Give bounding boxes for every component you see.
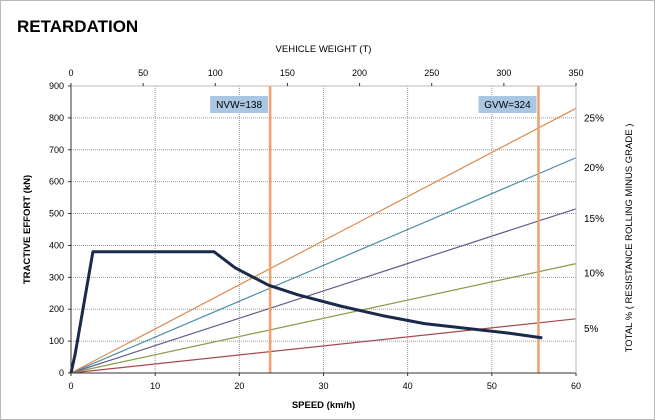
effort-curve bbox=[69, 250, 543, 374]
x-tick-label: 30 bbox=[318, 381, 328, 391]
axes bbox=[68, 83, 577, 376]
x-tick-label: 20 bbox=[234, 381, 244, 391]
top-x-tick-label: 150 bbox=[280, 68, 295, 78]
plot-area bbox=[69, 86, 577, 374]
weight-marker-label: NVW=138 bbox=[216, 100, 262, 111]
weight-marker-label: GVW=324 bbox=[484, 100, 531, 111]
y-tick-label: 600 bbox=[49, 177, 64, 187]
y-tick-label: 500 bbox=[49, 209, 64, 219]
weight-marker-box bbox=[478, 96, 537, 113]
labels: NVW=138 GVW=32401002003004005006007008009… bbox=[22, 44, 635, 411]
weight-marker-box bbox=[210, 96, 269, 113]
x-tick-label: 50 bbox=[487, 381, 497, 391]
x-axis-title: SPEED (km/h) bbox=[292, 400, 355, 411]
y-tick-label: 900 bbox=[49, 81, 64, 91]
top-x-tick-label: 50 bbox=[138, 68, 148, 78]
top-axis-title: VEHICLE WEIGHT (T) bbox=[276, 44, 372, 55]
x-tick-label: 10 bbox=[150, 381, 160, 391]
grade-line-25pct bbox=[70, 107, 577, 374]
y-tick-label: 100 bbox=[49, 336, 64, 346]
y-tick-label: 0 bbox=[59, 368, 64, 378]
y-tick-label: 700 bbox=[49, 145, 64, 155]
grade-line-15pct bbox=[70, 208, 577, 374]
grid bbox=[71, 85, 577, 373]
grade-label: 20% bbox=[584, 163, 604, 174]
x-tick-label: 0 bbox=[68, 381, 73, 391]
grade-line-10pct bbox=[70, 263, 577, 374]
top-x-tick-label: 200 bbox=[352, 68, 367, 78]
grade-line-5pct bbox=[70, 318, 577, 374]
top-x-tick-label: 100 bbox=[208, 68, 223, 78]
x-tick-label: 40 bbox=[403, 381, 413, 391]
grade-label: 5% bbox=[584, 324, 599, 335]
y-axis-title: TRACTIVE EFFORT (kN) bbox=[22, 175, 33, 284]
top-x-tick-label: 0 bbox=[68, 68, 73, 78]
top-x-tick-label: 350 bbox=[568, 68, 583, 78]
y-tick-label: 200 bbox=[49, 304, 64, 314]
grade-label: 25% bbox=[584, 113, 604, 124]
y-tick-label: 800 bbox=[49, 113, 64, 123]
top-x-tick-label: 300 bbox=[496, 68, 511, 78]
x-tick-label: 60 bbox=[571, 381, 581, 391]
grade-label: 15% bbox=[584, 214, 604, 225]
y-tick-label: 300 bbox=[49, 272, 64, 282]
chart-title: RETARDATION bbox=[17, 17, 139, 36]
y-tick-label: 400 bbox=[49, 240, 64, 250]
right-axis-title: TOTAL % ( RESISTANCE ROLLING MINUS GRADE… bbox=[624, 124, 635, 353]
grade-line-20pct bbox=[70, 157, 577, 374]
grade-label: 10% bbox=[584, 269, 604, 280]
top-x-tick-label: 250 bbox=[424, 68, 439, 78]
